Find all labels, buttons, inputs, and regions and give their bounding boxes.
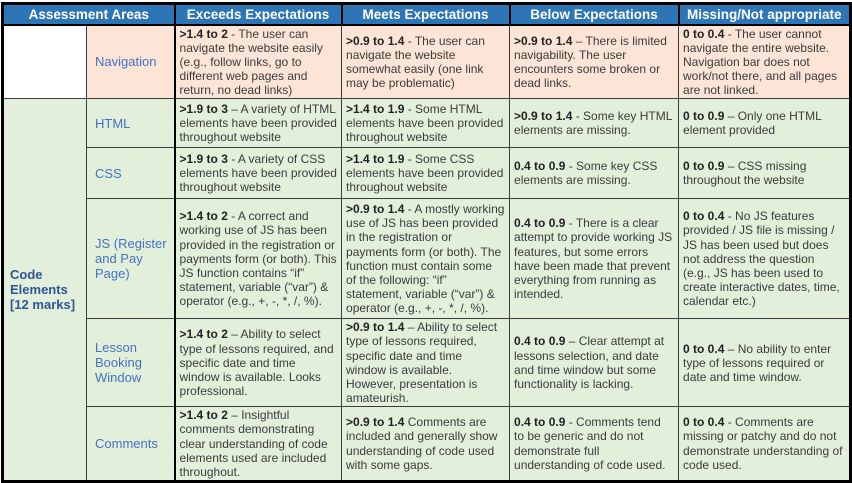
group-cell-empty <box>2 23 87 100</box>
score-range: >1.4 to 2 <box>179 327 228 342</box>
score-range: 0.4 to 0.9 <box>514 415 566 430</box>
criterion-text: – CSS missing throughout the website <box>683 159 807 188</box>
cell-comments-below: 0.4 to 0.9 - Comments tend to be generic… <box>509 406 680 482</box>
criterion-text: - A variety of CSS elements have been pr… <box>179 152 337 195</box>
cell-js-meets: >0.9 to 1.4 - A mostly working use of JS… <box>341 198 511 320</box>
criterion-text: - The user can navigate the website easi… <box>179 26 323 98</box>
cell-html-exceeds: >1.9 to 3 – A variety of HTML elements h… <box>173 98 343 149</box>
score-range: 0.4 to 0.9 <box>514 159 566 174</box>
criterion-text: - There is a clear attempt to provide wo… <box>514 216 673 302</box>
score-range: >1.9 to 3 <box>179 152 228 167</box>
header-exceeds-expectations: Exceeds Expectations <box>173 2 343 26</box>
score-range: 0 to 0.4 <box>683 209 725 224</box>
cell-navigation-below: >0.9 to 1.4 – There is limited navigabil… <box>509 23 680 100</box>
cell-lesson-exceeds: >1.4 to 2 – Ability to select type of le… <box>173 318 343 408</box>
criterion-text: – Clear attempt at lessons selection, an… <box>514 334 665 391</box>
score-range: 0.4 to 0.9 <box>514 216 566 231</box>
criterion-text: – No ability to enter type of lessons re… <box>683 341 832 384</box>
cell-lesson-below: 0.4 to 0.9 – Clear attempt at lessons se… <box>509 318 680 408</box>
criterion-text: - Some key CSS elements are missing. <box>514 159 658 188</box>
area-label-css: CSS <box>85 147 176 200</box>
score-range: >1.4 to 2 <box>179 26 228 41</box>
cell-html-missing: 0 to 0.9 – Only one HTML element provide… <box>678 98 852 149</box>
cell-js-missing: 0 to 0.4 - No JS features provided / JS … <box>678 198 852 320</box>
criterion-text: Comments are included and generally show… <box>346 415 498 472</box>
score-range: 0 to 0.9 <box>683 109 725 124</box>
score-range: 0 to 0.4 <box>683 415 725 430</box>
row-lesson-booking-window: Lesson Booking Window >1.4 to 2 – Abilit… <box>3 318 852 408</box>
criterion-text: – Ability to select type of lessons requ… <box>179 327 334 398</box>
score-range: 0 to 0.9 <box>683 159 725 174</box>
score-range: >0.9 to 1.4 <box>514 109 573 124</box>
criterion-text: – Ability to select type of lessons requ… <box>346 320 498 406</box>
score-range: >0.9 to 1.4 <box>346 33 405 48</box>
header-assessment-areas: Assessment Areas <box>1 2 176 26</box>
group-label-code-elements: Code Elements [12 marks] <box>2 98 87 482</box>
row-navigation: Navigation >1.4 to 2 - The user can navi… <box>2 23 852 100</box>
cell-comments-missing: 0 to 0.4 - Comments are missing or patch… <box>678 406 852 482</box>
score-range: 0 to 0.4 <box>683 26 725 41</box>
row-css: CSS >1.9 to 3 - A variety of CSS element… <box>3 147 852 200</box>
cell-css-exceeds: >1.9 to 3 - A variety of CSS elements ha… <box>173 147 343 200</box>
score-range: >0.9 to 1.4 <box>346 320 405 335</box>
criterion-text: - A mostly working use of JS has been pr… <box>346 202 505 316</box>
cell-js-exceeds: >1.4 to 2 - A correct and working use of… <box>173 198 343 320</box>
criterion-text: – A variety of HTML elements have been p… <box>179 102 337 145</box>
score-range: >0.9 to 1.4 <box>346 415 405 430</box>
score-range: >0.9 to 1.4 <box>514 33 573 48</box>
score-range: >1.4 to 2 <box>179 408 228 423</box>
area-label-comments: Comments <box>85 406 176 482</box>
score-range: 0.4 to 0.9 <box>514 334 566 349</box>
criterion-text: - Comments tend to be generic and do not… <box>514 415 666 472</box>
criterion-text: - The user can navigate the website some… <box>346 33 485 91</box>
header-below-expectations: Below Expectations <box>508 2 680 26</box>
score-range: 0 to 0.4 <box>683 341 725 356</box>
criterion-text: – Only one HTML element provided <box>683 109 822 138</box>
score-range: >1.4 to 1.9 <box>346 102 405 117</box>
cell-comments-exceeds: >1.4 to 2 – Insightful comments demonstr… <box>173 406 343 482</box>
criterion-text: – There is limited navigability. The use… <box>514 33 667 91</box>
cell-js-below: 0.4 to 0.9 - There is a clear attempt to… <box>509 198 680 320</box>
cell-navigation-missing: 0 to 0.4 - The user cannot navigate the … <box>678 23 852 100</box>
criterion-text: - Some CSS elements have been provided t… <box>346 152 504 195</box>
score-range: >1.4 to 1.9 <box>346 152 405 167</box>
cell-css-missing: 0 to 0.9 – CSS missing throughout the we… <box>678 147 852 200</box>
header-missing-not-appropriate: Missing/Not appropriate <box>677 2 852 26</box>
cell-html-meets: >1.4 to 1.9 - Some HTML elements have be… <box>341 98 511 149</box>
row-html: Code Elements [12 marks] HTML >1.9 to 3 … <box>2 98 852 482</box>
criterion-text: - Some HTML elements have been provided … <box>346 102 504 145</box>
area-label-html: HTML <box>85 98 176 149</box>
cell-navigation-exceeds: >1.4 to 2 - The user can navigate the we… <box>173 23 343 100</box>
row-comments: Comments >1.4 to 2 – Insightful comments… <box>3 406 852 482</box>
score-range: >1.4 to 2 <box>179 209 228 224</box>
area-label-navigation: Navigation <box>85 23 176 100</box>
criterion-text: - A correct and working use of JS has be… <box>179 209 337 309</box>
area-label-lesson-booking-window: Lesson Booking Window <box>85 318 176 408</box>
area-label-js: JS (Register and Pay Page) <box>85 198 176 320</box>
cell-lesson-meets: >0.9 to 1.4 – Ability to select type of … <box>341 318 511 408</box>
cell-lesson-missing: 0 to 0.4 – No ability to enter type of l… <box>678 318 852 408</box>
cell-html-below: >0.9 to 1.4 - Some key HTML elements are… <box>509 98 680 149</box>
criterion-text: - The user cannot navigate the entire we… <box>683 26 838 98</box>
header-meets-expectations: Meets Expectations <box>340 2 511 26</box>
cell-comments-meets: >0.9 to 1.4 Comments are included and ge… <box>341 406 511 482</box>
row-js: JS (Register and Pay Page) >1.4 to 2 - A… <box>3 198 852 320</box>
cell-css-below: 0.4 to 0.9 - Some key CSS elements are m… <box>509 147 680 200</box>
criterion-text: - No JS features provided / JS file is m… <box>683 209 840 309</box>
cell-css-meets: >1.4 to 1.9 - Some CSS elements have bee… <box>341 147 511 200</box>
criterion-text: - Some key HTML elements are missing. <box>514 109 672 138</box>
header-row: Assessment Areas Exceeds Expectations Me… <box>1 2 852 26</box>
score-range: >1.9 to 3 <box>179 102 228 117</box>
score-range: >0.9 to 1.4 <box>346 202 405 217</box>
cell-navigation-meets: >0.9 to 1.4 - The user can navigate the … <box>341 23 511 100</box>
